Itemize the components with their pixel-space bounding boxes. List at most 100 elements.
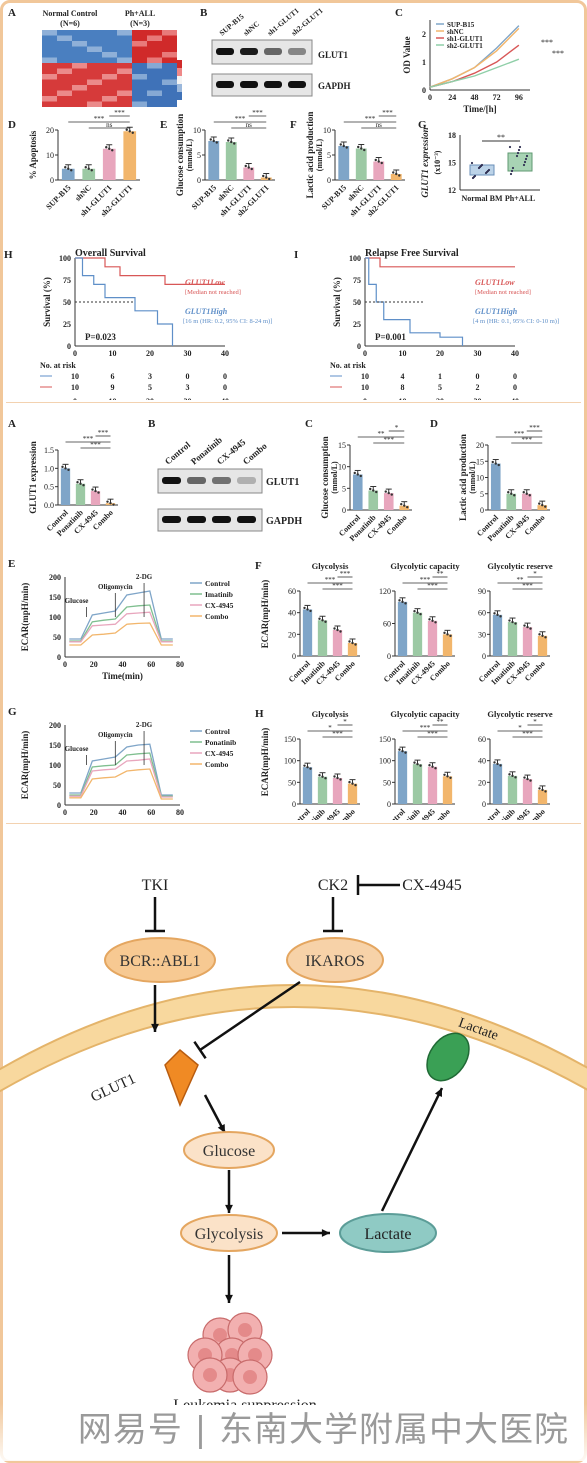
bar: [442, 634, 453, 656]
y-tick-label: 20: [46, 126, 54, 135]
heatmap-cell: [132, 46, 147, 52]
heatmap-cell: [87, 46, 102, 52]
data-point: [345, 146, 348, 149]
data-point: [517, 148, 521, 152]
heatmap-cell: [132, 101, 147, 107]
data-point: [369, 487, 372, 491]
data-point: [262, 174, 265, 178]
data-point: [333, 627, 336, 630]
heatmap-cell: [57, 90, 72, 96]
bar: [399, 505, 410, 510]
heatmap-cell: [162, 35, 177, 41]
chart-title: Relapse Free Survival: [365, 248, 459, 259]
heatmap-cell: [162, 52, 177, 58]
risk-value: 3: [186, 383, 190, 392]
section-divider: [6, 402, 581, 403]
data-point: [342, 144, 345, 148]
x-tick-label: 0: [73, 349, 77, 358]
heatmap-cell: [132, 96, 147, 102]
risk-value: 9: [111, 383, 115, 392]
x-tick-label: 0: [428, 93, 432, 102]
data-point: [70, 169, 73, 172]
y-axis-label: ECAR(mpH/min): [20, 731, 30, 800]
heatmap-cell: [87, 96, 102, 102]
data-point: [510, 169, 514, 173]
bar: [522, 779, 533, 804]
sig-label: ***: [522, 436, 533, 444]
risk-value: 10: [71, 372, 79, 381]
bar: [225, 142, 237, 180]
data-point: [403, 504, 406, 507]
data-point: [513, 494, 516, 497]
heatmap-cell: [132, 85, 147, 91]
x-tick-label: 96: [515, 93, 523, 102]
x-tick-label: 10: [399, 349, 407, 358]
data-point: [538, 787, 541, 790]
sig-label: **: [497, 133, 505, 142]
heatmap-cell: [42, 41, 57, 47]
heatmap-cell: [57, 46, 72, 52]
blot-band: [212, 477, 231, 484]
y-tick-label: 15: [476, 457, 484, 466]
data-point: [538, 502, 541, 505]
data-point: [339, 778, 342, 781]
heatmap-cell: [102, 41, 117, 47]
heatmap-cell: [162, 90, 177, 96]
bar: [492, 614, 503, 656]
heatmap-cell: [72, 90, 87, 96]
heatmap-cell: [102, 90, 117, 96]
x-axis-label: Time(min): [102, 671, 143, 681]
data-point: [131, 131, 134, 134]
sig-label: **: [378, 430, 386, 438]
bar: [302, 767, 313, 804]
data-point: [318, 617, 321, 620]
data-point: [348, 780, 351, 784]
heatmap-cell: [57, 41, 72, 47]
y-tick-label: 200: [49, 573, 61, 582]
heatmap-cell: [147, 41, 162, 47]
bar: [355, 148, 367, 180]
data-point: [514, 622, 517, 625]
data-point: [509, 172, 513, 176]
y-tick-label: 50: [353, 298, 361, 307]
panel-letter: H: [4, 249, 13, 261]
sig-label: ***: [90, 441, 101, 449]
heatmap-cell: [132, 41, 147, 47]
panel-letter: G: [418, 119, 427, 131]
heatmap-cell: [72, 96, 87, 102]
heatmap-cell: [57, 35, 72, 41]
y-tick-label: 75: [63, 276, 71, 285]
bar: [412, 764, 423, 804]
heatmap-cell: [87, 35, 102, 41]
figure-2: A 0.0 0.5 1.0 1.5 Control Ponatinib CX-4945 Comb…: [8, 418, 553, 820]
data-point: [515, 154, 519, 158]
heatmap-cell: [42, 79, 57, 85]
sig-label: ***: [522, 730, 533, 738]
x-tick-label: 60: [147, 660, 155, 669]
sig-label: *: [533, 570, 537, 578]
bar: [352, 474, 363, 510]
blot-band: [288, 48, 306, 55]
heatmap-cell: [42, 101, 57, 107]
x-tick-label: 20: [90, 808, 98, 817]
heatmap-cell: [87, 90, 102, 96]
bar: [397, 601, 408, 656]
bar: [61, 168, 75, 180]
data-point: [108, 147, 111, 150]
cell-nucleus: [203, 1368, 217, 1382]
heatmap-cell: [147, 101, 162, 107]
heatmap-cell: [102, 101, 117, 107]
data-point: [508, 145, 512, 149]
heatmap-cell: [117, 46, 132, 52]
heatmap-cell: [42, 35, 57, 41]
heatmap-cell: [72, 52, 87, 58]
data-point: [112, 503, 115, 506]
data-point: [406, 505, 409, 509]
x-tick-label: 20: [90, 660, 98, 669]
y-tick-label: 5: [480, 490, 484, 499]
lane-label: SUP-B15: [218, 12, 246, 38]
blot-band: [264, 48, 282, 55]
y-tick-label: 0: [67, 342, 71, 351]
data-point: [511, 620, 514, 624]
heatmap-cell: [132, 30, 147, 36]
